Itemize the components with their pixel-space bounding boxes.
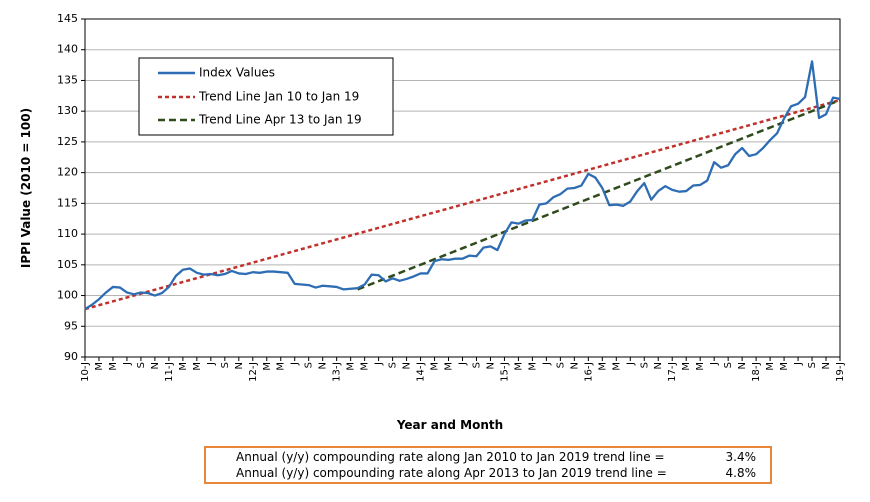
x-tick-label: S bbox=[555, 362, 566, 368]
x-tick-label: M bbox=[611, 362, 622, 371]
x-tick-label: S bbox=[471, 362, 482, 368]
x-tick-label: S bbox=[136, 362, 147, 368]
x-tick-label: N bbox=[737, 362, 748, 369]
x-tick-label: 17-J bbox=[667, 362, 678, 382]
x-tick-label: M bbox=[444, 362, 455, 371]
x-tick-label: S bbox=[723, 362, 734, 368]
compounding-rate-notes: Annual (y/y) compounding rate along Jan … bbox=[204, 446, 772, 484]
x-tick-label: N bbox=[821, 362, 832, 369]
x-tick-label: J bbox=[290, 362, 301, 366]
x-tick-label: M bbox=[597, 362, 608, 371]
note-value-2010: 3.4% bbox=[725, 450, 757, 464]
x-tick-label: M bbox=[430, 362, 441, 371]
trend-line-2010 bbox=[84, 98, 841, 311]
y-tick-label: 145 bbox=[57, 12, 78, 25]
legend: Index Values Trend Line Jan 10 to Jan 19… bbox=[138, 57, 394, 136]
x-tick-label: S bbox=[220, 362, 231, 368]
y-tick-label: 90 bbox=[64, 350, 78, 363]
index-values-line bbox=[84, 60, 841, 311]
note-row-2013: Annual (y/y) compounding rate along Apr … bbox=[206, 466, 770, 482]
x-tick-label: 19-J bbox=[835, 362, 846, 382]
x-tick-label: J bbox=[793, 362, 804, 366]
x-tick-label: 18-J bbox=[751, 362, 762, 382]
x-tick-label: J bbox=[122, 362, 133, 366]
x-tick-label: M bbox=[276, 362, 287, 371]
note-row-2010: Annual (y/y) compounding rate along Jan … bbox=[206, 450, 770, 466]
y-tick-label: 125 bbox=[57, 135, 78, 148]
x-tick-label: M bbox=[695, 362, 706, 371]
x-tick-label: N bbox=[569, 362, 580, 369]
y-tick-label: 135 bbox=[57, 73, 78, 86]
x-tick-label: S bbox=[639, 362, 650, 368]
y-tick-label: 140 bbox=[57, 43, 78, 56]
y-tick-label: 120 bbox=[57, 166, 78, 179]
x-tick-label: M bbox=[779, 362, 790, 371]
x-tick-label: N bbox=[485, 362, 496, 369]
x-tick-label: J bbox=[541, 362, 552, 366]
note-text-2013: Annual (y/y) compounding rate along Apr … bbox=[236, 466, 667, 480]
x-tick-label: N bbox=[150, 362, 161, 369]
y-tick-label: 100 bbox=[57, 289, 78, 302]
y-tick-label: 115 bbox=[57, 196, 78, 209]
x-tick-label: 16-J bbox=[583, 362, 594, 382]
legend-label-trend-2013: Trend Line Apr 13 to Jan 19 bbox=[198, 113, 362, 127]
x-tick-label: N bbox=[234, 362, 245, 369]
x-axis-ticks: 10-J M M J S N 11-J M M J S N 12-J M M J S N 13-J M M J S N 14-J… bbox=[80, 357, 846, 382]
y-tick-label: 110 bbox=[57, 227, 78, 240]
x-axis-title: Year and Month bbox=[396, 418, 503, 432]
note-text-2010: Annual (y/y) compounding rate along Jan … bbox=[236, 450, 665, 464]
x-tick-label: M bbox=[765, 362, 776, 371]
x-tick-label: J bbox=[625, 362, 636, 366]
x-tick-label: 13-J bbox=[332, 362, 343, 382]
x-tick-label: J bbox=[709, 362, 720, 366]
trend-line-2013 bbox=[357, 98, 841, 291]
x-tick-label: N bbox=[318, 362, 329, 369]
x-tick-label: J bbox=[374, 362, 385, 366]
x-tick-label: 12-J bbox=[248, 362, 259, 382]
x-tick-label: M bbox=[360, 362, 371, 371]
x-tick-label: M bbox=[513, 362, 524, 371]
x-tick-label: N bbox=[653, 362, 664, 369]
x-tick-label: M bbox=[178, 362, 189, 371]
x-tick-label: S bbox=[304, 362, 315, 368]
trend-lines bbox=[84, 98, 841, 311]
x-tick-label: M bbox=[681, 362, 692, 371]
x-tick-label: S bbox=[388, 362, 399, 368]
y-tick-label: 95 bbox=[64, 319, 78, 332]
y-axis-ticks: 90 95 100 105 110 115 120 125 130 135 140 145 bbox=[57, 12, 85, 363]
y-tick-label: 130 bbox=[57, 104, 78, 117]
x-tick-label: 15-J bbox=[499, 362, 510, 382]
legend-label-trend-2010: Trend Line Jan 10 to Jan 19 bbox=[198, 90, 359, 104]
note-value-2013: 4.8% bbox=[725, 466, 757, 480]
x-tick-label: 10-J bbox=[80, 362, 91, 382]
x-tick-label: J bbox=[458, 362, 469, 366]
x-tick-label: M bbox=[262, 362, 273, 371]
y-tick-label: 105 bbox=[57, 258, 78, 271]
y-axis-title: IPPI Value (2010 = 100) bbox=[19, 108, 33, 268]
x-tick-label: M bbox=[527, 362, 538, 371]
x-tick-label: 11-J bbox=[164, 362, 175, 382]
x-tick-label: M bbox=[108, 362, 119, 371]
x-tick-label: M bbox=[94, 362, 105, 371]
x-tick-label: J bbox=[206, 362, 217, 366]
x-tick-label: M bbox=[192, 362, 203, 371]
index-values-series bbox=[84, 60, 841, 311]
x-tick-label: N bbox=[402, 362, 413, 369]
legend-label-index: Index Values bbox=[199, 66, 275, 80]
x-tick-label: M bbox=[346, 362, 357, 371]
x-tick-label: 14-J bbox=[416, 362, 427, 382]
x-tick-label: S bbox=[807, 362, 818, 368]
